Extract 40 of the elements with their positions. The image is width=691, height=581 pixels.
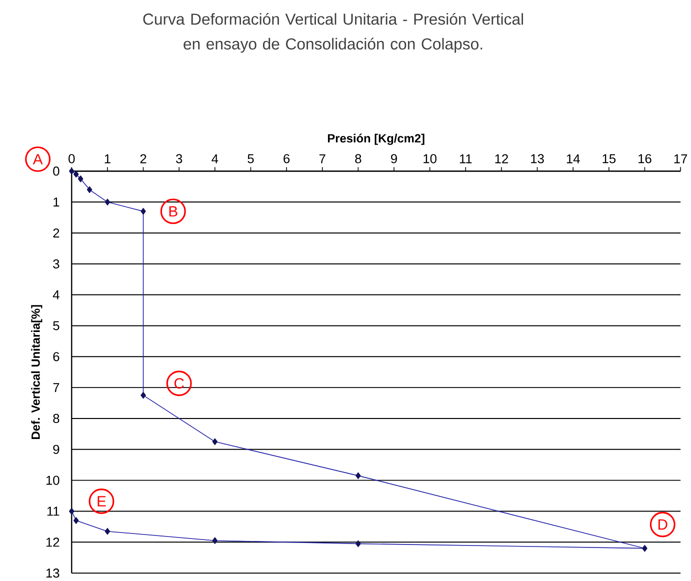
annotation: B xyxy=(169,206,178,216)
y-tick-label: 10 xyxy=(46,476,60,485)
x-tick-label: 10 xyxy=(424,154,436,164)
y-tick-label: 0 xyxy=(53,166,60,176)
y-tick-label: 8 xyxy=(53,414,60,424)
y-tick-label: 13 xyxy=(46,568,60,578)
y-tick-label: 1 xyxy=(54,198,60,207)
y-tick-label: 2 xyxy=(53,228,60,238)
annotation: E xyxy=(98,496,106,506)
y-tick-label: 11 xyxy=(47,506,60,516)
chart-title: Curva Deformación Vertical Unitaria - Presión Vertical en ensayo de Consolidación con Colapso. xyxy=(143,12,524,53)
x-tick-label: 1 xyxy=(104,154,110,164)
x-tick-label: 14 xyxy=(566,154,580,164)
y-tick-label: 3 xyxy=(53,259,60,268)
x-tick-label: 8 xyxy=(355,154,362,164)
y-tick-label: 7 xyxy=(53,383,60,392)
x-tick-label: 9 xyxy=(391,154,397,164)
x-tick-label: 16 xyxy=(638,154,652,164)
x-tick-label: 12 xyxy=(495,154,508,164)
y-tick-label: 4 xyxy=(52,290,60,300)
x-tick-label: 17 xyxy=(674,154,688,164)
y-tick-label: 5 xyxy=(53,321,60,330)
x-tick-label: 11 xyxy=(460,154,472,164)
x-tick-label: 2 xyxy=(140,154,146,164)
y-tick-label: 12 xyxy=(46,538,60,547)
annotation: A xyxy=(32,154,43,164)
x-tick-label: 15 xyxy=(602,154,616,164)
x-tick-label: 3 xyxy=(176,154,182,164)
annotation: D xyxy=(658,519,668,530)
y-tick-label: 6 xyxy=(53,352,60,362)
x-tick-label: 5 xyxy=(248,154,254,164)
y-tick-label: 9 xyxy=(53,444,60,454)
x-tick-label: 6 xyxy=(284,154,290,164)
annotation: C xyxy=(174,378,184,389)
x-tick-label: 13 xyxy=(531,154,544,164)
x-axis-title: Presión [Kg/cm2] xyxy=(328,134,424,145)
x-tick-label: 7 xyxy=(319,154,326,164)
x-tick-label: 0 xyxy=(68,154,75,164)
x-tick-label: 4 xyxy=(212,154,218,164)
y-axis-title: Def. Vertical Unitaria[%] xyxy=(31,305,42,439)
